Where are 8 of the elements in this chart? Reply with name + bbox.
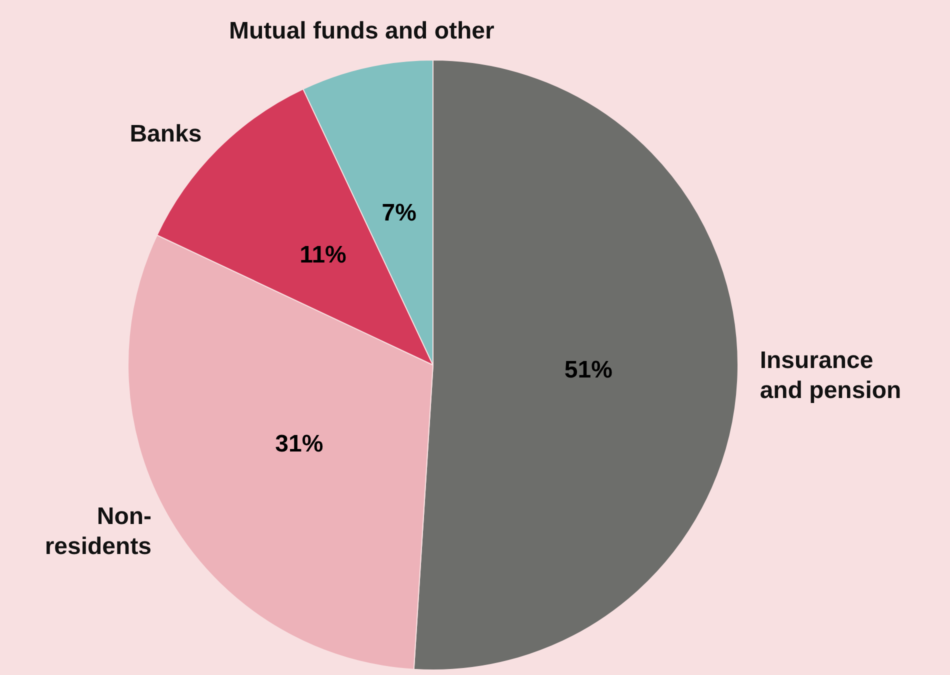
slice-label: Insurance and pension [760, 346, 902, 404]
data-label: 7% [382, 200, 416, 227]
slice-label: Mutual funds and other [229, 17, 494, 44]
slice-label: Non-residents [44, 502, 152, 560]
slice-label: Banks [130, 120, 202, 148]
data-label: 31% [275, 430, 324, 458]
data-label: 51% [564, 356, 612, 384]
data-label: 11% [300, 242, 346, 269]
